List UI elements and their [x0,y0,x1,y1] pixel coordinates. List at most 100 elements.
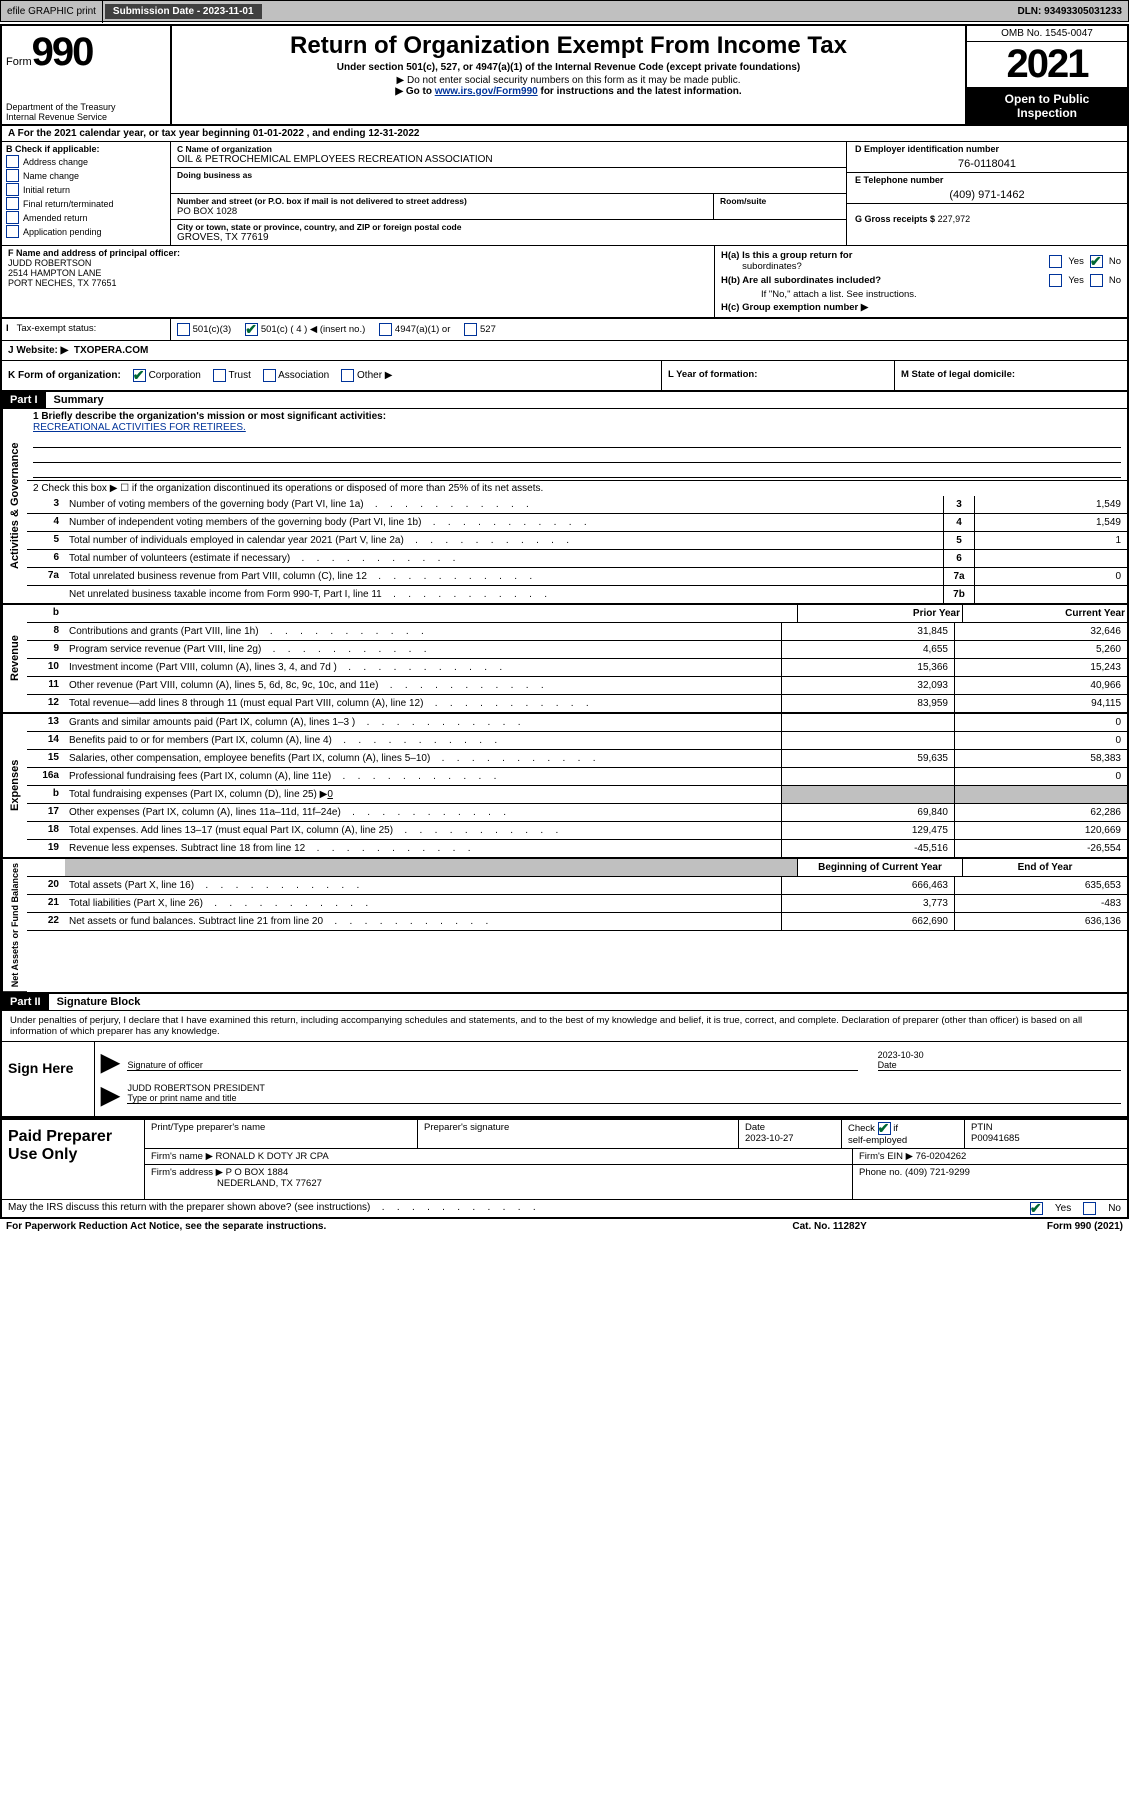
chk-trust[interactable] [213,369,226,382]
prep-ptin-cell: PTINP00941685 [965,1120,1127,1148]
table-row: 21 Total liabilities (Part X, line 26) 3… [27,895,1127,913]
table-row: 15 Salaries, other compensation, employe… [27,750,1127,768]
sig-row-2: ▶ JUDD ROBERTSON PRESIDENT Type or print… [101,1081,1121,1110]
prior-value: 662,690 [781,913,954,930]
firm-name-value: RONALD K DOTY JR CPA [216,1151,329,1162]
chk-name-change[interactable]: Name change [6,169,166,182]
current-value: -26,554 [954,840,1127,857]
dots [261,644,427,655]
part-i-header: Part I Summary [2,392,1127,409]
opt-other: Other ▶ [357,370,392,381]
dots [370,1202,536,1213]
top-toolbar: efile GRAPHIC print Submission Date - 20… [0,0,1129,22]
type-name-label: Type or print name and title [127,1093,236,1103]
prior-value: 69,840 [781,804,954,821]
checkbox-icon [6,169,19,182]
chk-527[interactable] [464,323,477,336]
current-value: 0 [954,732,1127,749]
line-16b: b Total fundraising expenses (Part IX, c… [27,786,1127,804]
open-to-public: Open to Public Inspection [967,88,1127,124]
dots [203,898,369,909]
line-desc: Total number of volunteers (estimate if … [65,550,943,567]
current-value: 15,243 [954,659,1127,676]
prior-value: 3,773 [781,895,954,912]
table-row: 11 Other revenue (Part VIII, column (A),… [27,677,1127,695]
row-j: J Website: ▶ TXOPERA.COM [2,341,1127,361]
chk-address-change[interactable]: Address change [6,155,166,168]
line-num: 16a [27,768,65,785]
hb-yes-checkbox[interactable] [1049,274,1062,287]
omb-number: OMB No. 1545-0047 [967,26,1127,42]
mission-text[interactable]: RECREATIONAL ACTIVITIES FOR RETIREES. [33,422,246,433]
chk-association[interactable] [263,369,276,382]
discuss-yes-checkbox[interactable] [1030,1202,1043,1215]
irs-link[interactable]: www.irs.gov/Form990 [435,86,538,97]
discuss-no-checkbox[interactable] [1083,1202,1096,1215]
chk-initial-return[interactable]: Initial return [6,183,166,196]
current-year-header: Current Year [962,605,1127,622]
line-cellnum: 5 [943,532,974,549]
chk-final-return[interactable]: Final return/terminated [6,197,166,210]
line-num: 20 [27,877,65,894]
blank-line [33,448,1121,463]
rev-header-row: b Prior Year Current Year [27,605,1127,623]
k-label: K Form of organization: [8,370,121,381]
line-num: 22 [27,913,65,930]
briefly-label: 1 Briefly describe the organization's mi… [33,411,386,422]
dots [337,662,503,673]
ein-value: 76-0118041 [855,154,1119,170]
line-desc: Investment income (Part VIII, column (A)… [65,659,781,676]
exp-lines2-container: 17 Other expenses (Part IX, column (A), … [27,804,1127,858]
chk-other[interactable] [341,369,354,382]
ha-label2: subordinates? [742,261,802,272]
box-f-label: F Name and address of principal officer: [8,248,708,258]
form-num-990: 990 [32,30,93,74]
checkbox-icon [6,211,19,224]
addr-label: Number and street (or P.O. box if mail i… [177,196,707,206]
ha-line: H(a) Is this a group return for subordin… [721,250,1121,272]
line-num: 11 [27,677,65,694]
tax-exempt-text: Tax-exempt status: [17,323,97,334]
line-num: 7a [27,568,65,585]
dln-label: DLN: 93493305031233 [1017,6,1128,17]
prior-value: 31,845 [781,623,954,640]
net-hdr-spacer [65,859,797,876]
ha-no-checkbox[interactable] [1090,255,1103,268]
line-desc: Grants and similar amounts paid (Part IX… [65,714,781,731]
hb-no-checkbox[interactable] [1090,274,1103,287]
ha-yes-checkbox[interactable] [1049,255,1062,268]
line-desc: Total assets (Part X, line 16) [65,877,781,894]
sig-line-1: Signature of officer 2023-10-30Date [127,1048,1121,1071]
line-desc: Number of voting members of the governin… [65,496,943,513]
arrow-icon: ▶ [101,1081,119,1110]
prior-year-header: Prior Year [797,605,962,622]
efile-label: efile GRAPHIC print [1,0,103,23]
line-value: 0 [974,568,1127,585]
line-num: 3 [27,496,65,513]
dots [332,735,498,746]
row-i: I Tax-exempt status: 501(c)(3) 501(c) ( … [2,318,1127,341]
firm-addr-cell: Firm's address ▶ P O BOX 1884 NEDERLAND,… [145,1165,853,1199]
discuss-label: May the IRS discuss this return with the… [8,1202,370,1213]
discuss-yes: Yes [1055,1203,1071,1214]
current-value: 32,646 [954,623,1127,640]
dept-line1: Department of the Treasury [6,102,116,112]
dba-label: Doing business as [177,170,840,180]
self-employed-checkbox[interactable] [878,1122,891,1135]
sub3-pre: ▶ Go to [395,86,434,97]
net-body: Beginning of Current Year End of Year 20… [27,859,1127,992]
chk-application-pending[interactable]: Application pending [6,225,166,238]
chk-501c3[interactable] [177,323,190,336]
eoy-header: End of Year [962,859,1127,876]
chk-amended-return[interactable]: Amended return [6,211,166,224]
website-label: J Website: ▶ [8,345,68,356]
line-16b-prior [781,786,954,803]
chk-501c[interactable] [245,323,258,336]
current-value: 5,260 [954,641,1127,658]
chk-corporation[interactable] [133,369,146,382]
dots [423,698,589,709]
officer-name: JUDD ROBERTSON [8,258,708,268]
dots [323,916,489,927]
line-16b-value: 0 [327,789,333,800]
chk-4947[interactable] [379,323,392,336]
